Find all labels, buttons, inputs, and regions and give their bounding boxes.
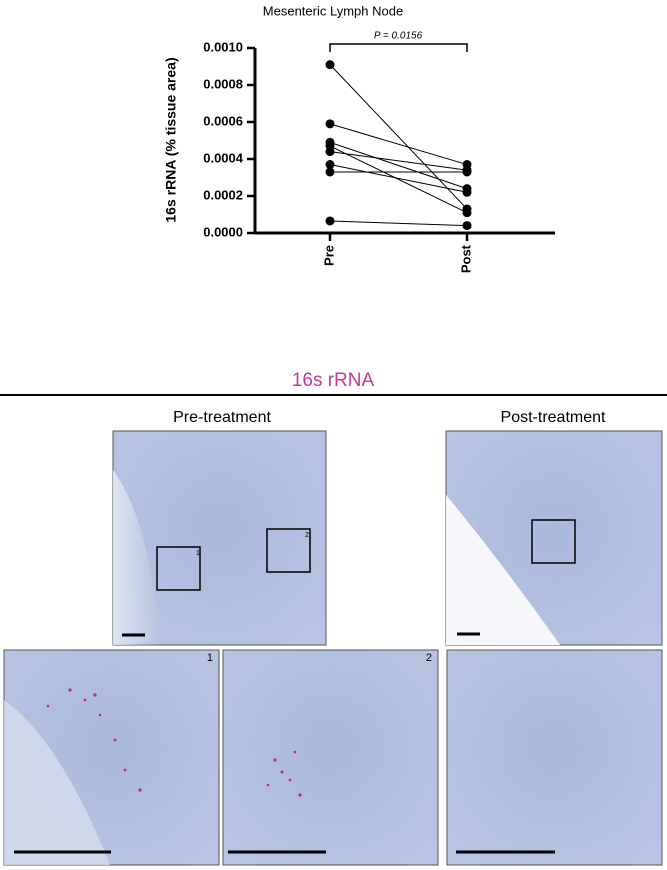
point xyxy=(462,208,472,218)
panel-label: 2 xyxy=(426,652,432,664)
stain-dots xyxy=(266,750,302,797)
stain-title: 16s rRNA xyxy=(292,370,375,391)
point xyxy=(325,160,335,170)
tissue-edge xyxy=(446,495,560,645)
inset-box-label: 2 xyxy=(305,532,309,539)
tissue-edge xyxy=(4,700,110,865)
point xyxy=(325,119,335,129)
chart: Mesenteric Lymph Node 16s rRNA (% tissue… xyxy=(163,3,555,273)
inset-box xyxy=(266,528,311,573)
detail-image xyxy=(222,649,439,866)
y-tick-label: 0.0008 xyxy=(203,76,243,91)
y-tick-label: 0.0006 xyxy=(203,113,243,128)
inset-box xyxy=(156,546,201,591)
point xyxy=(325,147,335,157)
point xyxy=(462,187,472,197)
inset-box xyxy=(531,519,576,564)
point xyxy=(325,167,335,177)
pair-line xyxy=(329,64,468,210)
y-tick-label: 0.0000 xyxy=(203,224,243,239)
x-tick-label: Pre xyxy=(321,245,336,266)
stain-dots xyxy=(46,688,142,792)
y-tick-label: 0.0004 xyxy=(203,150,244,165)
x-tick-label: Post xyxy=(458,244,473,273)
pair-line xyxy=(329,164,468,193)
inset-box-label: 1 xyxy=(196,550,200,557)
point xyxy=(325,216,335,226)
point xyxy=(325,60,335,70)
p-value: P = 0.0156 xyxy=(374,31,423,42)
chart-title: Mesenteric Lymph Node xyxy=(263,3,403,18)
y-axis-label: 16s rRNA (% tissue area) xyxy=(163,57,179,222)
y-tick-label: 0.0002 xyxy=(203,187,243,202)
column-label: Pre-treatment xyxy=(173,409,271,426)
significance-bracket xyxy=(329,43,468,52)
pair-line xyxy=(329,220,468,227)
point xyxy=(462,167,472,177)
y-tick-label: 0.0010 xyxy=(203,39,243,54)
point xyxy=(462,221,472,231)
panel-label: 1 xyxy=(207,652,213,664)
pair-line xyxy=(329,145,468,214)
micrographs: 16s rRNA Pre-treatment Post-treatment 1 … xyxy=(0,370,667,866)
tissue-edge xyxy=(113,470,160,645)
pair-line xyxy=(329,123,468,166)
column-label: Post-treatment xyxy=(501,409,606,426)
pair-line xyxy=(329,141,468,190)
pair-line xyxy=(329,151,468,171)
detail-image xyxy=(446,649,663,866)
